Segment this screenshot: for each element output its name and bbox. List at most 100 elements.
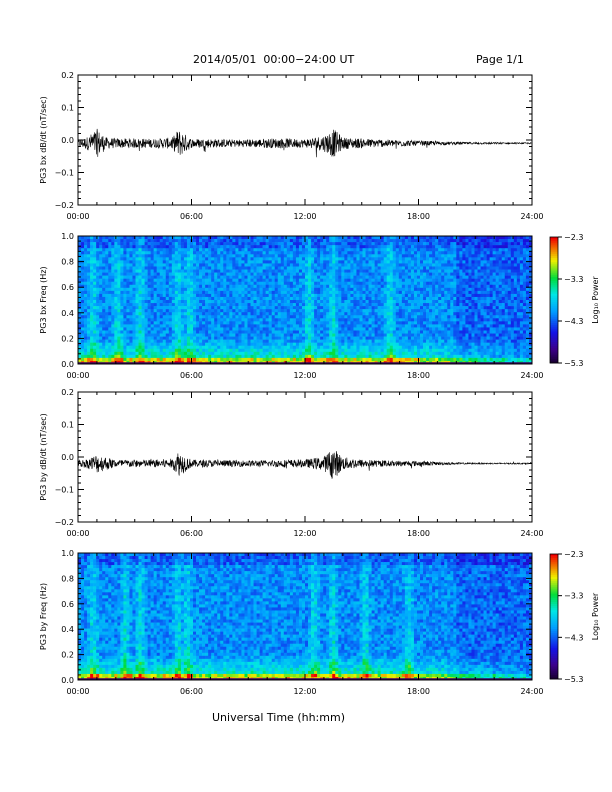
heatmap-cell <box>186 309 191 313</box>
heatmap-cell <box>186 254 191 258</box>
heatmap-cell <box>392 339 397 343</box>
heatmap-cell <box>150 351 154 356</box>
heatmap-cell <box>90 239 94 243</box>
heatmap-cell <box>217 284 221 289</box>
heatmap-cell <box>383 269 388 273</box>
heatmap-cell <box>423 278 427 283</box>
heatmap-cell <box>87 296 91 301</box>
heatmap-cell <box>108 306 112 310</box>
heatmap-cell <box>265 327 269 331</box>
heatmap-cell <box>298 324 303 328</box>
heatmap-cell <box>120 300 124 304</box>
heatmap-cell <box>326 345 330 350</box>
heatmap-cell <box>395 284 400 289</box>
heatmap-cell <box>235 254 239 258</box>
heatmap-cell <box>93 242 97 246</box>
heatmap-cell <box>232 318 236 322</box>
heatmap-cell <box>280 324 285 328</box>
heatmap-cell <box>153 263 157 267</box>
heatmap-cell <box>298 275 303 279</box>
heatmap-cell <box>268 239 273 243</box>
heatmap-cell <box>156 342 161 347</box>
heatmap-cell <box>153 357 157 362</box>
heatmap-cell <box>359 242 363 246</box>
heatmap-cell <box>162 254 167 258</box>
heatmap-cell <box>129 257 133 261</box>
heatmap-cell <box>202 339 206 343</box>
heatmap-cell <box>259 330 263 334</box>
heatmap-cell <box>241 345 245 350</box>
heatmap-cell <box>90 348 94 353</box>
heatmap-cell <box>383 315 388 319</box>
heatmap-cell <box>250 293 254 298</box>
heatmap-cell <box>429 254 433 258</box>
heatmap-cell <box>162 342 167 347</box>
heatmap-cell <box>199 269 203 273</box>
heatmap-cell <box>395 281 400 286</box>
heatmap-cell <box>332 293 336 298</box>
heatmap-cell <box>93 284 97 289</box>
heatmap-cell <box>162 248 167 252</box>
heatmap-cell <box>168 245 173 249</box>
heatmap-cell <box>413 239 418 243</box>
heatmap-cell <box>96 306 100 310</box>
heatmap-cell <box>111 339 115 343</box>
heatmap-cell <box>102 260 106 264</box>
heatmap-cell <box>380 284 384 289</box>
heatmap-cell <box>404 287 409 292</box>
heatmap-cell <box>153 254 157 258</box>
heatmap-cell <box>365 327 369 331</box>
heatmap-cell <box>259 251 263 255</box>
heatmap-cell <box>244 290 248 295</box>
heatmap-cell <box>96 242 100 246</box>
heatmap-cell <box>374 236 378 240</box>
heatmap-cell <box>256 281 260 286</box>
heatmap-cell <box>301 318 306 322</box>
heatmap-cell <box>114 254 118 258</box>
heatmap-cell <box>335 263 339 267</box>
heatmap-cell <box>111 281 115 286</box>
heatmap-cell <box>295 321 300 325</box>
heatmap-cell <box>120 272 124 276</box>
heatmap-cell <box>292 251 297 255</box>
heatmap-cell <box>226 315 230 319</box>
heatmap-cell <box>114 351 118 356</box>
heatmap-cell <box>156 272 161 276</box>
heatmap-cell <box>426 278 430 283</box>
heatmap-cell <box>407 309 412 313</box>
heatmap-cell <box>220 339 224 343</box>
heatmap-cell <box>359 287 363 292</box>
heatmap-cell <box>159 306 164 310</box>
heatmap-cell <box>262 257 266 261</box>
heatmap-cell <box>226 236 230 240</box>
heatmap-cell <box>96 269 100 273</box>
heatmap-cell <box>271 293 276 298</box>
heatmap-cell <box>241 357 245 362</box>
heatmap-cell <box>93 318 97 322</box>
heatmap-cell <box>238 239 242 243</box>
heatmap-cell <box>377 342 381 347</box>
heatmap-cell <box>317 287 321 292</box>
heatmap-cell <box>268 336 273 340</box>
heatmap-cell <box>407 296 412 301</box>
heatmap-cell <box>159 269 164 273</box>
heatmap-cell <box>326 312 330 316</box>
heatmap-cell <box>368 287 372 292</box>
heatmap-cell <box>196 242 200 246</box>
heatmap-cell <box>283 324 288 328</box>
heatmap-cell <box>120 260 124 264</box>
heatmap-cell <box>129 318 133 322</box>
heatmap-cell <box>202 330 206 334</box>
heatmap-cell <box>416 266 421 270</box>
heatmap-cell <box>407 327 412 331</box>
heatmap-cell <box>168 342 173 347</box>
heatmap-cell <box>202 260 206 264</box>
heatmap-cell <box>407 287 412 292</box>
heatmap-cell <box>132 324 136 328</box>
heatmap-cell <box>271 236 276 240</box>
heatmap-cell <box>404 354 409 359</box>
heatmap-cell <box>105 312 109 316</box>
heatmap-cell <box>156 275 161 279</box>
heatmap-cell <box>317 345 321 350</box>
heatmap-cell <box>362 306 366 310</box>
